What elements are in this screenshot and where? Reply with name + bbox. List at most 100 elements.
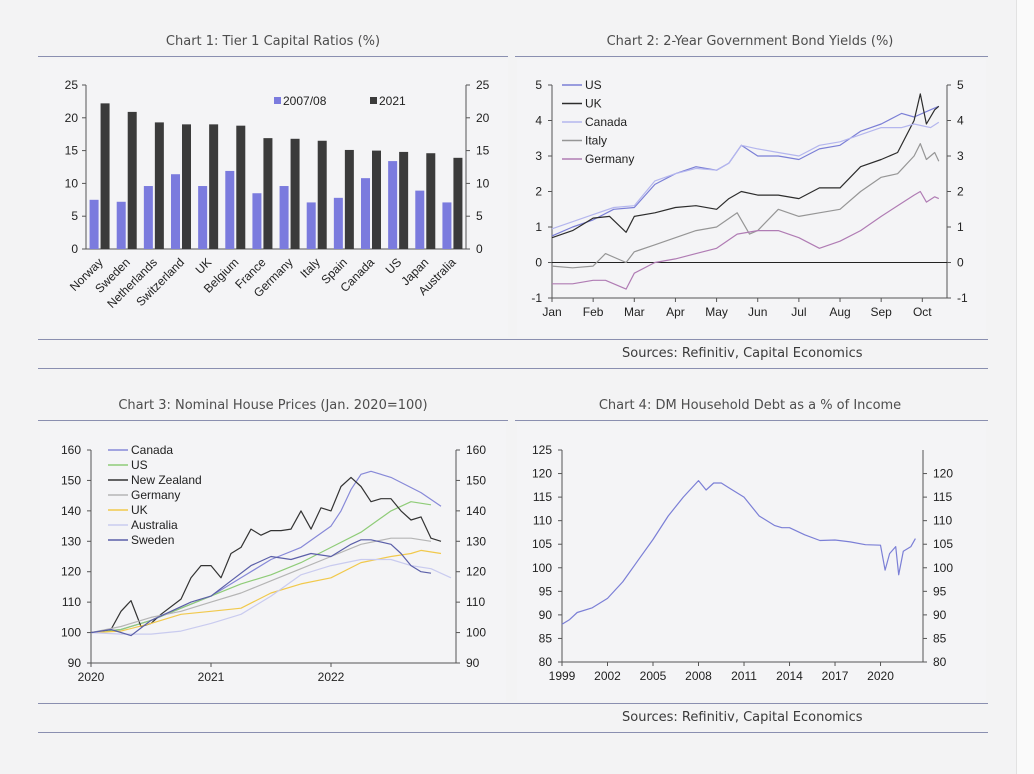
- legend-label: Germany: [131, 488, 180, 502]
- bar-2021: [182, 124, 191, 249]
- y-tick-label-right: 0: [476, 242, 483, 256]
- legend-label: UK: [131, 503, 148, 517]
- legend-label: New Zealand: [131, 473, 202, 487]
- bar-2021: [236, 125, 246, 249]
- y-tick-label: 85: [539, 631, 553, 645]
- y-tick-label-right: 105: [933, 537, 953, 551]
- rule-mid-2: [38, 368, 988, 369]
- series-line-uk: [90, 549, 442, 634]
- series-line-debt: [561, 480, 916, 625]
- y-tick-label: 0: [71, 242, 78, 256]
- bar-2021: [154, 122, 164, 249]
- y-tick-label: 120: [532, 467, 552, 481]
- bar-200708: [225, 170, 235, 249]
- y-tick-label-right: 110: [933, 514, 952, 528]
- y-tick-label-right: 5: [957, 78, 964, 92]
- y-tick-label-right: 15: [476, 144, 490, 158]
- legend-label: Canada: [585, 115, 627, 129]
- y-tick-label: 130: [61, 534, 81, 548]
- chart-panel-bg: [40, 423, 506, 701]
- series-line-germany: [90, 537, 432, 634]
- rule-bottom-1: [38, 703, 988, 704]
- series-line-sweden: [90, 539, 432, 637]
- y-tick-label-right: 95: [933, 584, 947, 598]
- bar-2021: [453, 157, 463, 249]
- x-tick-label: Jul: [791, 305, 806, 319]
- rule-mid-right: [515, 420, 988, 421]
- y-tick-label: 100: [61, 626, 81, 640]
- x-tick-label: May: [705, 305, 728, 319]
- y-tick-label: 110: [62, 595, 81, 609]
- x-tick-label: 2017: [822, 669, 849, 683]
- bar-200708: [388, 161, 398, 249]
- series-line-us: [551, 105, 940, 237]
- bar-200708: [252, 193, 262, 249]
- series-line-newzealand: [90, 476, 442, 634]
- rule-top-left: [38, 56, 508, 57]
- rule-mid-left: [38, 420, 508, 421]
- bar-200708: [171, 174, 180, 249]
- scrollbar-track[interactable]: [1017, 0, 1034, 774]
- x-tick-label: 2020: [867, 669, 894, 683]
- y-tick-label-right: 150: [466, 473, 486, 487]
- legend-label: 2021: [379, 94, 406, 108]
- x-tick-label: 2011: [731, 669, 757, 683]
- bar-200708: [279, 186, 289, 249]
- legend-label: US: [585, 78, 602, 92]
- series-line-germany: [552, 190, 940, 290]
- y-tick-label: -1: [531, 291, 542, 305]
- y-tick-label-right: 130: [466, 534, 486, 548]
- y-tick-label-right: 120: [933, 467, 953, 481]
- y-tick-label: 115: [533, 490, 552, 504]
- chart1-title: Chart 1: Tier 1 Capital Ratios (%): [165, 34, 381, 49]
- y-tick-label-right: 2: [957, 185, 964, 199]
- series-line-uk: [551, 93, 940, 239]
- y-tick-label: 125: [532, 443, 552, 457]
- y-tick-label-right: 80: [933, 655, 947, 669]
- bar-200708: [415, 190, 425, 249]
- x-tick-label: Sep: [870, 305, 892, 319]
- x-tick-label: Jun: [748, 305, 767, 319]
- x-tick-label: Mar: [624, 305, 645, 319]
- rule-top-right: [515, 56, 988, 57]
- y-tick-label: 5: [535, 78, 542, 92]
- bar-2021: [209, 124, 219, 249]
- x-tick-label: 2014: [776, 669, 803, 683]
- y-tick-label: 2: [535, 185, 542, 199]
- y-tick-label-right: 0: [957, 256, 964, 270]
- legend-label: Sweden: [131, 533, 174, 547]
- rule-mid-1: [38, 339, 988, 340]
- y-tick-label-right: 25: [476, 78, 490, 92]
- legend-label: UK: [585, 97, 602, 111]
- x-tick-label: 2002: [594, 669, 621, 683]
- y-tick-label: 15: [65, 144, 79, 158]
- bar-200708: [361, 178, 370, 249]
- legend-swatch: [274, 97, 281, 104]
- y-tick-label-right: 120: [466, 565, 486, 579]
- x-tick-label: 2005: [640, 669, 667, 683]
- y-tick-label: 90: [68, 656, 82, 670]
- y-tick-label: 4: [535, 114, 542, 128]
- edge-line: [1016, 0, 1017, 774]
- x-tick-label: Feb: [583, 305, 604, 319]
- y-tick-label-right: 100: [933, 561, 953, 575]
- y-tick-label-right: 3: [957, 149, 964, 163]
- y-tick-label: 80: [539, 655, 553, 669]
- chart-panel-bg: [517, 423, 986, 701]
- y-tick-label: 95: [539, 584, 553, 598]
- x-tick-label: Oct: [913, 305, 932, 319]
- chart3-svg: 90 100 110 120 130 140 150 160 90 100 110 120 130 140…: [40, 423, 506, 701]
- chart3-title: Chart 3: Nominal House Prices (Jan. 2020…: [118, 398, 428, 413]
- bar-2021: [263, 138, 273, 249]
- y-tick-label: 0: [535, 256, 542, 270]
- y-tick-label-right: 110: [466, 595, 485, 609]
- y-tick-label-right: 90: [933, 608, 947, 622]
- x-tick-label: 2008: [685, 669, 712, 683]
- y-tick-label-right: 5: [476, 209, 483, 223]
- series-line-canada: [551, 121, 940, 230]
- chart-panel-bg: [517, 59, 986, 337]
- x-tick-label: 2022: [318, 670, 345, 684]
- x-tick-label: 2021: [198, 670, 225, 684]
- chart4-title: Chart 4: DM Household Debt as a % of Inc…: [598, 398, 902, 413]
